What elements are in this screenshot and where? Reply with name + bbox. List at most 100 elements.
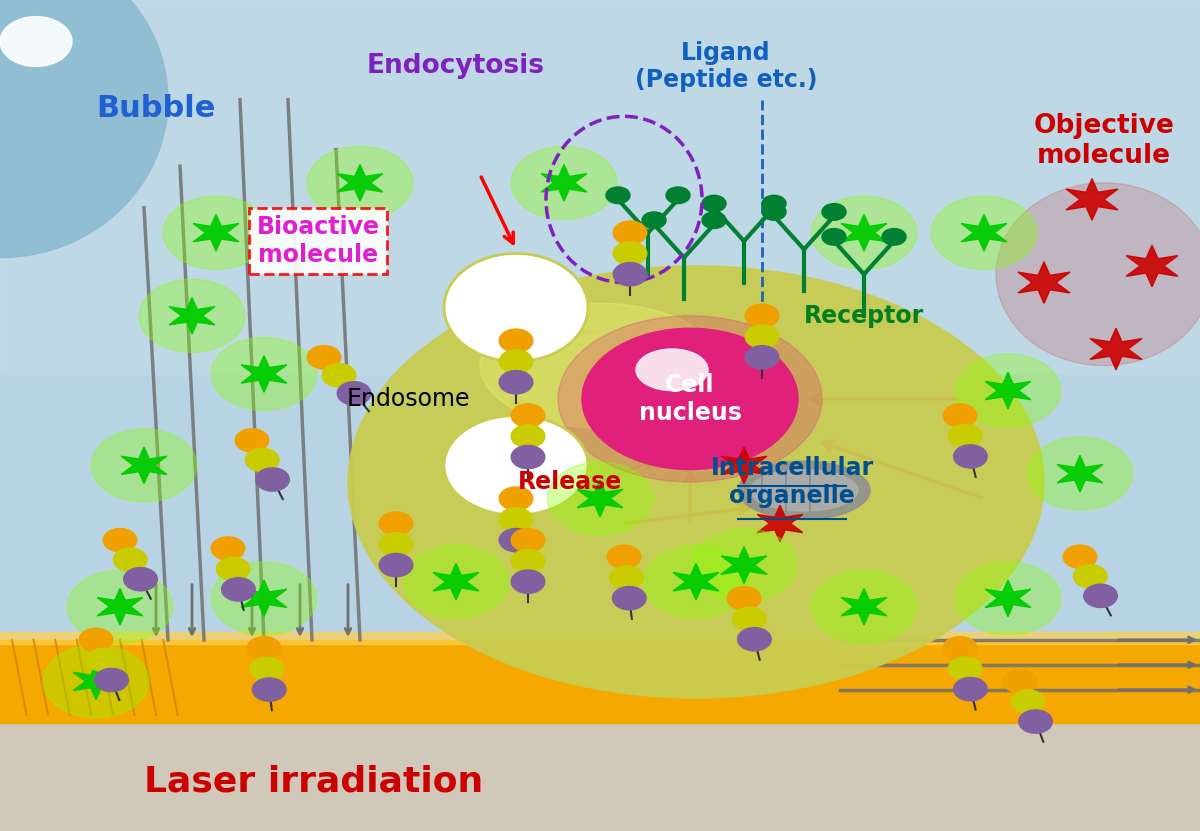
Polygon shape bbox=[541, 165, 587, 201]
Ellipse shape bbox=[1003, 670, 1037, 693]
Ellipse shape bbox=[247, 637, 281, 660]
Text: Ligand
(Peptide etc.): Ligand (Peptide etc.) bbox=[635, 41, 817, 92]
Ellipse shape bbox=[103, 529, 137, 552]
Polygon shape bbox=[673, 563, 719, 600]
Polygon shape bbox=[337, 165, 383, 201]
Ellipse shape bbox=[235, 429, 269, 452]
Ellipse shape bbox=[643, 545, 749, 618]
Ellipse shape bbox=[499, 508, 533, 531]
Text: Bioactive
molecule: Bioactive molecule bbox=[257, 215, 379, 267]
Ellipse shape bbox=[1074, 564, 1108, 588]
Ellipse shape bbox=[954, 445, 988, 468]
Ellipse shape bbox=[250, 657, 283, 681]
Ellipse shape bbox=[750, 470, 858, 511]
Ellipse shape bbox=[1010, 690, 1044, 713]
Ellipse shape bbox=[43, 645, 149, 718]
Ellipse shape bbox=[499, 350, 533, 373]
Ellipse shape bbox=[613, 242, 647, 265]
Polygon shape bbox=[241, 580, 287, 617]
Ellipse shape bbox=[1084, 584, 1117, 607]
Ellipse shape bbox=[114, 548, 148, 571]
Text: Endocytosis: Endocytosis bbox=[367, 53, 545, 80]
Polygon shape bbox=[1057, 455, 1103, 492]
Ellipse shape bbox=[511, 425, 545, 448]
Bar bbox=[0, 0, 1200, 374]
Text: Intracellular
organelle: Intracellular organelle bbox=[710, 456, 874, 508]
Ellipse shape bbox=[307, 146, 413, 219]
Ellipse shape bbox=[727, 587, 761, 610]
Ellipse shape bbox=[1063, 545, 1097, 568]
Ellipse shape bbox=[1027, 437, 1133, 510]
Ellipse shape bbox=[499, 371, 533, 394]
Ellipse shape bbox=[91, 429, 197, 502]
Ellipse shape bbox=[403, 545, 509, 618]
Bar bbox=[0, 719, 1200, 831]
Polygon shape bbox=[1018, 262, 1070, 303]
Ellipse shape bbox=[0, 0, 168, 258]
Ellipse shape bbox=[636, 349, 708, 391]
Text: Objective
molecule: Objective molecule bbox=[1033, 113, 1175, 170]
Ellipse shape bbox=[738, 461, 870, 519]
Ellipse shape bbox=[745, 346, 779, 369]
Ellipse shape bbox=[882, 229, 906, 245]
Ellipse shape bbox=[79, 628, 113, 652]
Ellipse shape bbox=[762, 204, 786, 220]
Text: Receptor: Receptor bbox=[804, 304, 924, 327]
Ellipse shape bbox=[499, 487, 533, 510]
Ellipse shape bbox=[379, 512, 413, 535]
Polygon shape bbox=[841, 214, 887, 251]
Ellipse shape bbox=[955, 562, 1061, 635]
Ellipse shape bbox=[511, 404, 545, 427]
Polygon shape bbox=[985, 372, 1031, 409]
Ellipse shape bbox=[702, 195, 726, 212]
Ellipse shape bbox=[613, 263, 647, 286]
Polygon shape bbox=[1126, 245, 1178, 287]
Ellipse shape bbox=[582, 328, 798, 470]
Ellipse shape bbox=[511, 445, 545, 469]
Polygon shape bbox=[73, 663, 119, 700]
Ellipse shape bbox=[252, 678, 286, 701]
Polygon shape bbox=[757, 505, 803, 542]
Polygon shape bbox=[97, 588, 143, 625]
Ellipse shape bbox=[738, 627, 772, 651]
Polygon shape bbox=[169, 297, 215, 334]
Ellipse shape bbox=[379, 533, 413, 556]
Ellipse shape bbox=[606, 187, 630, 204]
Ellipse shape bbox=[943, 404, 977, 427]
Ellipse shape bbox=[610, 566, 643, 589]
Text: Cell
nucleus: Cell nucleus bbox=[638, 373, 742, 425]
Ellipse shape bbox=[948, 425, 982, 448]
Ellipse shape bbox=[558, 316, 822, 482]
Polygon shape bbox=[193, 214, 239, 251]
Ellipse shape bbox=[1019, 710, 1052, 733]
Polygon shape bbox=[241, 356, 287, 392]
Ellipse shape bbox=[323, 364, 356, 387]
Ellipse shape bbox=[762, 195, 786, 212]
Text: Release: Release bbox=[518, 470, 622, 494]
Ellipse shape bbox=[444, 253, 588, 361]
Ellipse shape bbox=[613, 221, 647, 244]
Ellipse shape bbox=[996, 183, 1200, 366]
Ellipse shape bbox=[499, 529, 533, 552]
Ellipse shape bbox=[811, 196, 917, 269]
Polygon shape bbox=[121, 447, 167, 484]
Ellipse shape bbox=[211, 337, 317, 411]
Polygon shape bbox=[721, 447, 767, 484]
Ellipse shape bbox=[811, 570, 917, 643]
Ellipse shape bbox=[256, 468, 289, 491]
Ellipse shape bbox=[139, 279, 245, 352]
Polygon shape bbox=[1066, 179, 1118, 220]
Ellipse shape bbox=[337, 381, 371, 405]
Ellipse shape bbox=[511, 570, 545, 593]
Ellipse shape bbox=[211, 562, 317, 635]
Bar bbox=[0, 640, 1200, 723]
Ellipse shape bbox=[211, 537, 245, 560]
Ellipse shape bbox=[95, 668, 128, 691]
Ellipse shape bbox=[511, 146, 617, 219]
Ellipse shape bbox=[948, 657, 982, 681]
Text: Bubble: Bubble bbox=[96, 94, 215, 122]
Polygon shape bbox=[1090, 328, 1142, 370]
Ellipse shape bbox=[511, 529, 545, 552]
Polygon shape bbox=[433, 563, 479, 600]
Ellipse shape bbox=[222, 578, 256, 601]
